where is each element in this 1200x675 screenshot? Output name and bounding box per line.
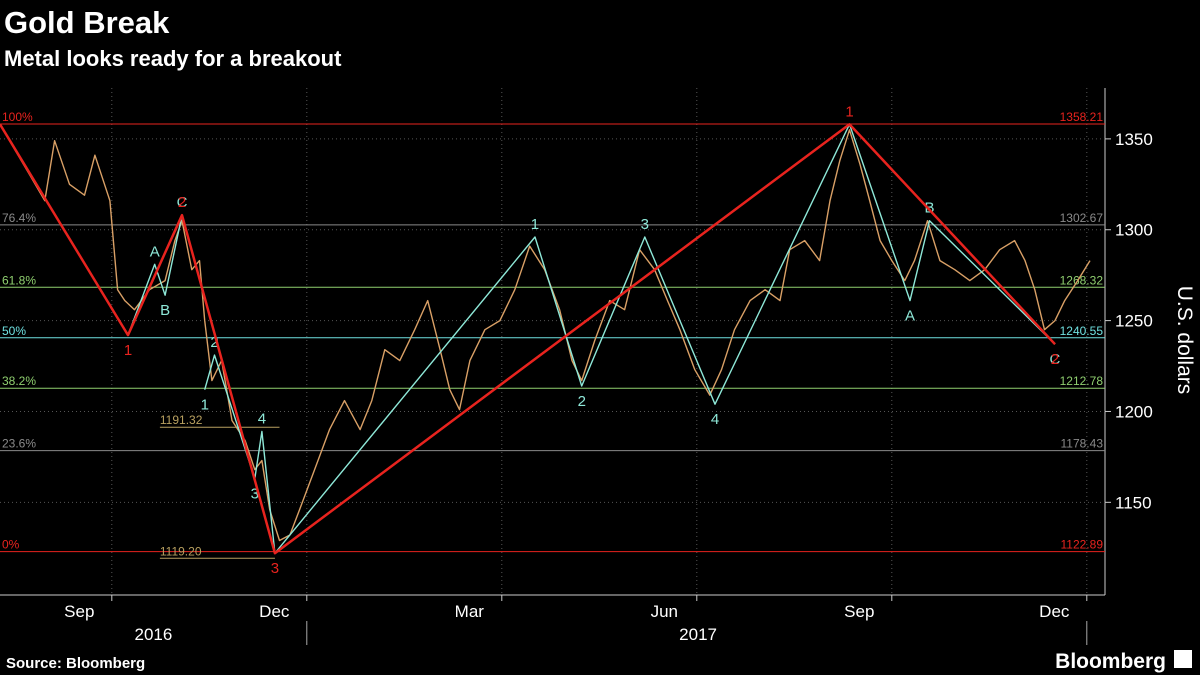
wave-label: 3 [271,560,279,577]
wave-line [127,215,183,336]
wave-label: C [177,194,188,211]
level-value: 1358.21 [1060,110,1104,124]
source: Source: Bloomberg [6,655,145,672]
wave-label: A [905,308,915,325]
x-tick-label: Jun [651,602,678,621]
brand-icon [1174,650,1192,668]
x-tick-label: Dec [1039,602,1070,621]
wave-label: 2 [578,393,586,410]
wave-label: 2 [178,194,186,211]
wave-label: 3 [251,486,259,503]
chart-subtitle: Metal looks ready for a breakout [4,46,342,71]
y-tick-label: 1300 [1115,221,1153,240]
level-value: 1240.55 [1060,324,1104,338]
level-value: 1268.32 [1060,273,1104,287]
y-tick-label: 1250 [1115,312,1153,331]
y-tick-label: 1350 [1115,130,1153,149]
level-label: 38.2% [2,374,36,388]
level-label: 0% [2,538,20,552]
wave-line [0,123,1056,555]
brand: Bloomberg [1055,650,1166,673]
wave-line [274,123,1056,554]
chart-title: Gold Break [4,5,170,40]
year-label: 2017 [679,625,717,644]
wave-label: 1 [201,397,209,414]
level-label: 61.8% [2,273,36,287]
x-tick-label: Dec [259,602,290,621]
year-label: 2016 [134,625,172,644]
y-tick-label: 1150 [1115,493,1152,512]
wave-label: 2 [1051,351,1059,368]
level-label: 100% [2,110,33,124]
wave-label: 1 [124,342,132,359]
x-tick-label: Mar [455,602,485,621]
wave-label: 3 [641,216,649,233]
level-label: 23.6% [2,437,36,451]
level-value: 1302.67 [1060,211,1104,225]
wave-label: 1 [845,103,853,120]
wave-label: A [150,243,160,260]
x-tick-label: Sep [64,602,94,621]
wave-label: 4 [711,411,719,428]
wave-label: B [160,302,170,319]
marker-label: 1191.32 [160,413,203,427]
wave-label: C [1050,351,1061,368]
level-label: 76.4% [2,211,36,225]
wave-label: 4 [258,410,266,427]
x-tick-label: Sep [844,602,874,621]
y-tick-label: 1200 [1115,402,1153,421]
level-value: 1178.43 [1061,437,1104,451]
wave-label: 2 [210,334,218,351]
level-value: 1212.78 [1060,374,1104,388]
marker-label: 1119.20 [160,544,202,558]
level-value: 1122.89 [1061,538,1104,552]
wave-label: 1 [531,216,539,233]
level-label: 50% [2,324,26,338]
y-axis-label: U.S. dollars [1173,286,1196,395]
